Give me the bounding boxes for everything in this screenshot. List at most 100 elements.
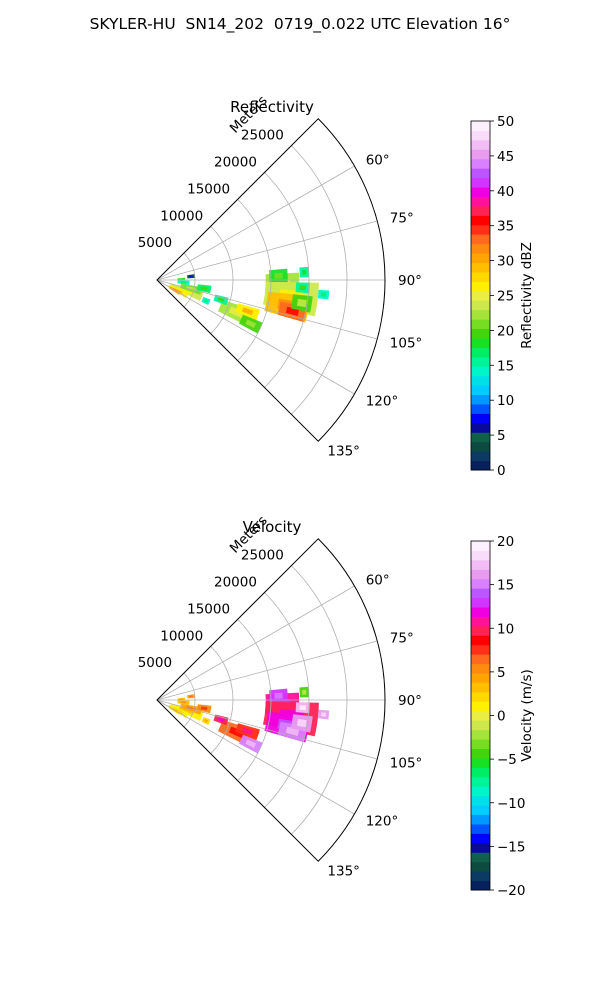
colorbar-segment <box>471 880 490 891</box>
colorbar-tick-label: −10 <box>497 796 526 812</box>
colorbar-segment <box>471 130 490 141</box>
colorbar-segment <box>471 729 490 740</box>
echo-cell-core <box>245 739 257 748</box>
colorbar-tick-label: 25 <box>497 289 514 305</box>
sector-frame <box>156 118 386 442</box>
colorbar-segment <box>471 748 490 759</box>
range-label: 10000 <box>160 208 203 224</box>
colorbar-segment <box>471 356 490 367</box>
echo-cell-core <box>200 706 208 711</box>
colorbar-segment <box>471 432 490 443</box>
range-label: 25000 <box>241 128 284 144</box>
colorbar-segment <box>471 871 490 882</box>
colorbar-tick-label: 10 <box>497 621 514 637</box>
colorbar-segment <box>471 177 490 188</box>
echo-cell-core <box>302 269 307 275</box>
colorbar-segment <box>471 328 490 339</box>
colorbar-segment <box>471 139 490 150</box>
colorbar-segment <box>471 337 490 348</box>
echo-layer <box>168 686 330 754</box>
colorbar-segment <box>471 691 490 702</box>
colorbar-segment <box>471 366 490 377</box>
colorbar-segment <box>471 852 490 863</box>
echo-cell-core <box>189 695 193 698</box>
colorbar-segment <box>471 597 490 608</box>
echo-cell-core <box>274 692 283 699</box>
azimuth-label: 60° <box>366 573 390 589</box>
colorbar-segment <box>471 422 490 433</box>
figure-title: SKYLER-HU SN14_202 0719_0.022 UTC Elevat… <box>89 15 511 33</box>
echo-cell-core <box>242 727 254 736</box>
colorbar-segment <box>471 635 490 646</box>
colorbar-segment <box>471 767 490 778</box>
sector-frame <box>156 538 386 862</box>
colorbar-segment <box>471 205 490 216</box>
azimuth-gridline <box>156 640 378 701</box>
azimuth-label: 135° <box>327 443 360 459</box>
panel-velocity: Velocity 60° 75° 90° 105° 120° 135° 5000 10000 15… <box>138 513 535 899</box>
colorbar-segment <box>471 319 490 330</box>
colorbar-tick-label: 40 <box>497 184 514 200</box>
azimuth-label: 135° <box>327 863 360 879</box>
colorbar-segment <box>471 413 490 424</box>
colorbar: 0 5 10 15 20 25 30 35 40 45 50 Reflectivity dBZ <box>470 114 535 479</box>
azimuth-label: 120° <box>366 814 399 830</box>
range-label: 10000 <box>160 628 203 644</box>
echo-cell-core <box>302 689 307 695</box>
colorbar-segment <box>471 663 490 674</box>
colorbar-segment <box>471 823 490 834</box>
colorbar-tick-label: 15 <box>497 358 514 374</box>
colorbar-tick-label: 5 <box>497 428 506 444</box>
range-label: 15000 <box>187 601 230 617</box>
colorbar-tick-label: 5 <box>497 665 506 681</box>
colorbar-segment <box>471 441 490 452</box>
colorbar-segment <box>471 196 490 207</box>
echo-cell-core <box>245 319 257 328</box>
colorbar-segment <box>471 215 490 226</box>
colorbar-segment <box>471 786 490 797</box>
colorbar-segment <box>471 121 490 131</box>
colorbar-tick-label: 50 <box>497 114 514 130</box>
colorbar-segment <box>471 375 490 386</box>
colorbar-tick-label: 20 <box>497 534 514 550</box>
colorbar-tick-label: 45 <box>497 149 514 165</box>
colorbar-segment <box>471 701 490 712</box>
azimuth-label: 75° <box>390 631 414 647</box>
azimuth-gridline <box>156 165 355 281</box>
colorbar-segment <box>471 833 490 844</box>
echo-cell-core <box>217 717 225 722</box>
colorbar-segment <box>471 625 490 636</box>
azimuth-gridline <box>156 279 355 395</box>
colorbar-tick-label: −5 <box>497 752 517 768</box>
azimuth-gridline <box>156 699 378 760</box>
echo-cell-core <box>189 275 193 278</box>
colorbar-tick-label: 15 <box>497 578 514 594</box>
echo-cell-core <box>203 719 208 723</box>
colorbar-segment <box>471 541 490 551</box>
colorbar-segment <box>471 550 490 561</box>
azimuth-label: 60° <box>366 153 390 169</box>
colorbar-segment <box>471 644 490 655</box>
colorbar-segment <box>471 262 490 273</box>
colorbar-label: Reflectivity dBZ <box>519 242 535 349</box>
azimuth-label: 90° <box>398 273 422 289</box>
colorbar-tick-label: 10 <box>497 393 514 409</box>
colorbar-segment <box>471 569 490 580</box>
azimuth-label: 75° <box>390 211 414 227</box>
colorbar-tick-label: 0 <box>497 709 506 725</box>
echo-layer <box>168 266 330 334</box>
echo-cell-core <box>179 698 183 700</box>
colorbar-segment <box>471 842 490 853</box>
colorbar-segment <box>471 347 490 358</box>
azimuth-label: 90° <box>398 693 422 709</box>
azimuth-gridline <box>156 699 355 815</box>
colorbar-segment <box>471 300 490 311</box>
colorbar-segment <box>471 158 490 169</box>
range-label: 20000 <box>214 155 257 171</box>
colorbar-segment <box>471 616 490 627</box>
echo-cell-core <box>296 298 307 308</box>
colorbar-segment <box>471 739 490 750</box>
colorbar-segment <box>471 607 490 617</box>
echo-cell-core <box>242 307 254 316</box>
colorbar-segment <box>471 795 490 806</box>
